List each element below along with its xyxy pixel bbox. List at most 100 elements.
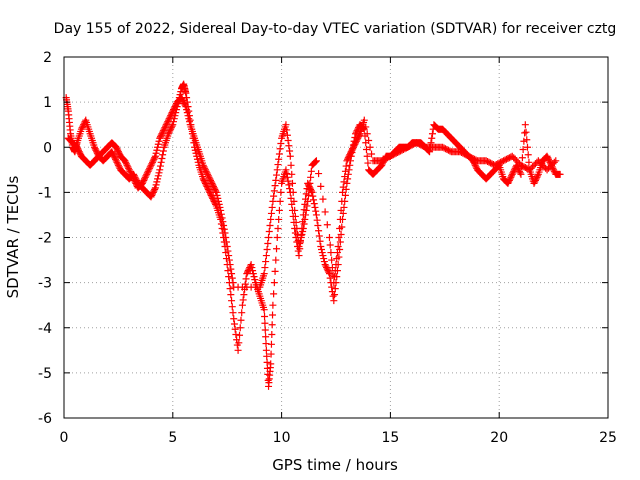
data-point xyxy=(225,252,233,260)
data-point xyxy=(219,218,227,226)
x-axis-title: GPS time / hours xyxy=(272,456,398,474)
data-point xyxy=(76,149,84,157)
data-point xyxy=(226,261,234,269)
data-point xyxy=(111,155,119,163)
data-point xyxy=(531,178,539,186)
data-point xyxy=(156,133,164,141)
data-point xyxy=(132,179,140,187)
data-point xyxy=(206,188,214,196)
data-point xyxy=(307,167,315,175)
data-point xyxy=(534,172,542,180)
data-point xyxy=(342,162,350,170)
data-point xyxy=(236,324,244,332)
data-point xyxy=(154,143,162,151)
data-point xyxy=(243,270,251,278)
data-point xyxy=(200,176,208,184)
data-point xyxy=(204,184,212,192)
data-point xyxy=(261,326,269,334)
data-point xyxy=(523,136,531,144)
data-point xyxy=(533,173,541,181)
data-point xyxy=(247,261,255,269)
data-point xyxy=(321,208,329,216)
data-point xyxy=(225,256,233,264)
data-point xyxy=(293,224,301,232)
data-point xyxy=(338,197,346,205)
data-point xyxy=(237,316,245,324)
data-point xyxy=(360,116,368,124)
y-tick-label: 0 xyxy=(43,140,52,156)
data-point xyxy=(267,340,275,348)
data-point xyxy=(77,125,85,133)
data-point xyxy=(217,210,225,218)
data-point xyxy=(428,134,436,142)
data-point xyxy=(218,214,226,222)
data-point xyxy=(164,118,172,126)
data-point xyxy=(305,185,313,193)
y-axis-title: SDTVAR / TECUs xyxy=(4,175,22,298)
data-point xyxy=(79,122,87,130)
series-2 xyxy=(64,94,560,291)
data-point xyxy=(112,143,120,151)
data-point xyxy=(366,143,374,151)
data-point xyxy=(334,243,342,251)
data-point xyxy=(221,229,229,237)
data-point xyxy=(506,175,514,183)
data-point xyxy=(169,107,177,115)
data-point xyxy=(141,175,149,183)
data-point xyxy=(182,89,190,97)
data-point xyxy=(147,193,155,201)
data-point xyxy=(127,169,135,177)
data-point xyxy=(270,279,278,287)
data-point xyxy=(226,285,234,293)
data-point xyxy=(550,158,558,166)
data-point xyxy=(343,157,351,165)
y-tick-label: -5 xyxy=(38,366,52,382)
data-point xyxy=(265,227,273,235)
data-point xyxy=(212,187,220,195)
data-point xyxy=(214,194,222,202)
data-point xyxy=(162,121,170,129)
data-point xyxy=(208,179,216,187)
data-point xyxy=(282,166,290,174)
data-point xyxy=(331,267,339,275)
data-point xyxy=(130,176,138,184)
data-point xyxy=(151,184,159,192)
data-point xyxy=(270,192,278,200)
data-point xyxy=(153,146,161,154)
data-point xyxy=(312,157,320,165)
data-point xyxy=(125,166,133,174)
data-point xyxy=(268,203,276,211)
data-point xyxy=(113,158,121,166)
data-point xyxy=(348,146,356,154)
data-point xyxy=(323,265,331,273)
data-point xyxy=(314,221,322,229)
data-point xyxy=(276,145,284,153)
data-point xyxy=(178,95,186,103)
data-point xyxy=(180,98,188,106)
data-point xyxy=(345,152,353,160)
x-tick-label: 25 xyxy=(599,430,617,446)
data-point xyxy=(204,170,212,178)
data-point xyxy=(344,154,352,162)
data-point xyxy=(161,124,169,132)
data-point xyxy=(205,187,213,195)
data-point xyxy=(355,131,363,139)
data-point xyxy=(122,158,130,166)
data-point xyxy=(312,158,320,166)
data-point xyxy=(262,252,270,260)
data-point xyxy=(298,230,306,238)
data-point xyxy=(151,185,159,193)
data-point xyxy=(230,315,238,323)
data-point xyxy=(148,158,156,166)
data-point xyxy=(154,175,162,183)
data-point xyxy=(202,167,210,175)
data-point xyxy=(273,171,281,179)
data-point xyxy=(213,191,221,199)
data-point xyxy=(272,176,280,184)
data-point xyxy=(333,249,341,257)
data-point xyxy=(141,173,149,181)
data-point xyxy=(165,128,173,136)
data-point xyxy=(346,161,354,169)
data-point xyxy=(320,255,328,263)
data-point xyxy=(295,252,303,260)
